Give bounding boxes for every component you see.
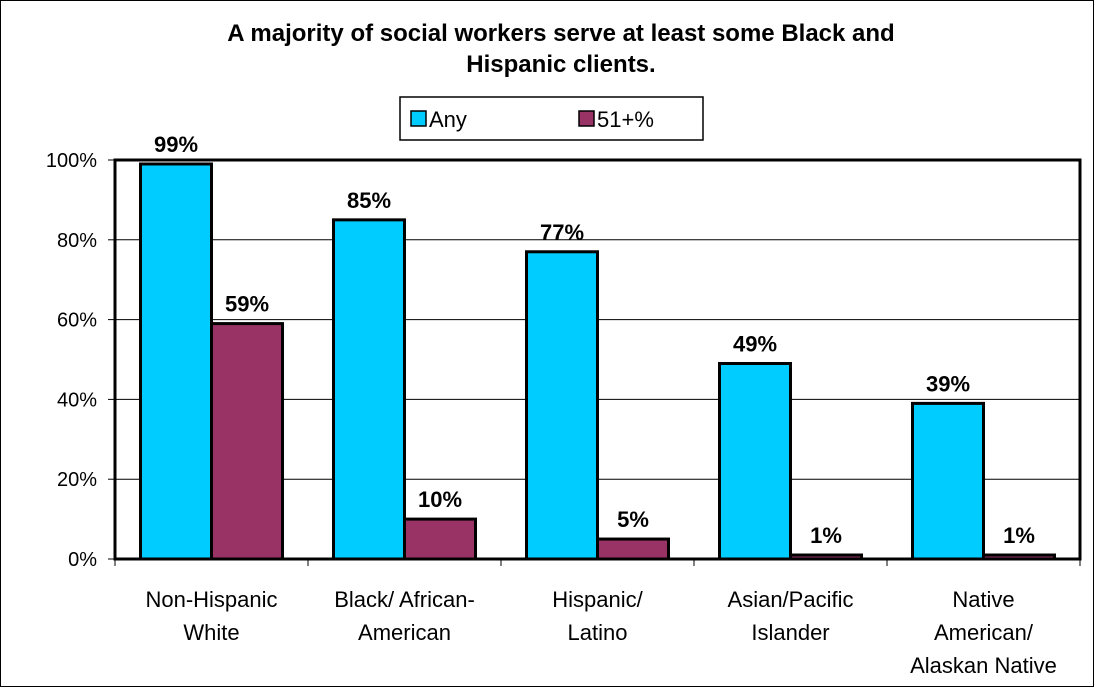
x-category-label-line: Hispanic/	[552, 587, 643, 612]
bar-51	[403, 517, 477, 561]
data-label: 77%	[540, 220, 584, 245]
x-category-label-line: Black/ African-	[334, 587, 475, 612]
y-tick-label: 80%	[57, 230, 97, 252]
bar-any	[911, 401, 985, 561]
data-label: 99%	[154, 132, 198, 157]
bar-51	[210, 322, 284, 561]
data-label: 5%	[617, 507, 649, 532]
x-category-label: Non-Hispanic White	[145, 587, 277, 645]
x-category-label: Asian/Pacific Islander	[728, 587, 854, 645]
x-category-label-line: Islander	[751, 620, 829, 645]
legend-box	[399, 96, 704, 141]
data-label: 10%	[418, 487, 462, 512]
y-tick-label: 100%	[46, 150, 97, 172]
bars	[139, 162, 1056, 561]
plot-area	[113, 158, 1082, 561]
x-category-label-line: American/	[934, 620, 1034, 645]
y-tick-label: 40%	[57, 389, 97, 411]
y-tick-label: 60%	[57, 310, 97, 332]
x-category-label: Black/ African- American	[334, 587, 475, 645]
data-label: 85%	[347, 188, 391, 213]
data-label: 1%	[810, 523, 842, 548]
x-category-label-line: Alaskan Native	[910, 653, 1057, 678]
data-label: 39%	[926, 371, 970, 396]
x-category-label-line: Native	[952, 587, 1014, 612]
legend-label: Any	[429, 107, 467, 132]
x-category-label-line: Asian/Pacific	[728, 587, 854, 612]
y-tick-label: 20%	[57, 469, 97, 491]
x-category-label: Native American/Alaskan Native	[910, 587, 1057, 678]
y-tick-label: 0%	[68, 549, 97, 571]
chart-title-line-2: Hispanic clients.	[466, 51, 656, 78]
data-labels: 99% 59% 85% 10% 77% 5% 49% 1% 39% 1%	[154, 132, 1035, 548]
x-category-label-line: Non-Hispanic	[145, 587, 277, 612]
bar-any	[525, 250, 599, 561]
legend: Any 51+%	[399, 96, 704, 141]
legend-label: 51+%	[597, 107, 654, 132]
x-category-label-line: White	[183, 620, 239, 645]
legend-swatch	[578, 110, 595, 127]
plot-border	[113, 158, 1082, 561]
x-category-label-line: Latino	[568, 620, 628, 645]
y-axis: 0% 20% 40% 60% 80% 100%	[46, 150, 115, 571]
x-category-label: Hispanic/Latino	[552, 587, 643, 645]
bar-any	[139, 162, 213, 561]
bar-any	[718, 361, 792, 561]
x-axis: Non-Hispanic White Black/ African- American…	[114, 559, 1081, 678]
data-label: 59%	[225, 292, 269, 317]
chart-title: A majority of social workers serve at le…	[0, 18, 1094, 80]
bar-51	[596, 537, 670, 561]
data-label: 1%	[1003, 523, 1035, 548]
data-label: 49%	[733, 331, 777, 356]
chart-title-line-1: A majority of social workers serve at le…	[227, 20, 895, 47]
bar-any	[332, 218, 406, 561]
legend-swatch	[410, 110, 427, 127]
x-category-label-line: American	[358, 620, 451, 645]
